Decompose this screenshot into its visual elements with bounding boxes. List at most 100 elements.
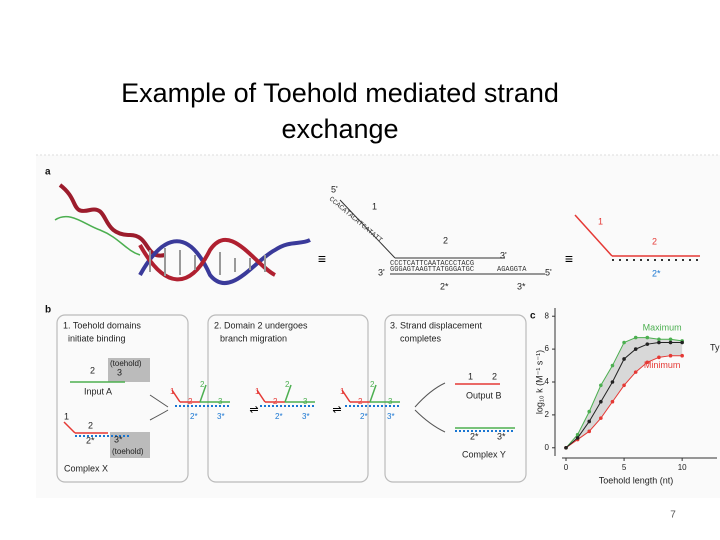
data-point <box>575 436 580 440</box>
data-point <box>633 370 638 374</box>
toehold-highlight <box>108 358 150 382</box>
data-point <box>599 416 603 420</box>
panel-letter: b <box>45 305 51 316</box>
data-point <box>633 335 638 340</box>
x-tick-label: 10 <box>678 463 687 472</box>
data-point <box>610 363 615 368</box>
data-point <box>622 383 626 388</box>
domain-label: 2 <box>88 420 93 430</box>
step-title: 1. Toehold domains <box>63 320 141 330</box>
sequence: AGAGGTA <box>497 266 527 274</box>
data-point <box>680 353 684 358</box>
domain-label: 3* <box>387 412 395 421</box>
chart: 0 2 4 6 8 0 5 10 Maximum Minimum <box>545 308 717 472</box>
strand-end: 5' <box>331 184 338 194</box>
data-point <box>622 340 626 345</box>
domain-label: 1 <box>372 201 377 211</box>
equivalence: ≡ <box>565 251 573 267</box>
domain-label: 2 <box>285 380 290 389</box>
sequence: GGGAGTAAGTTATGGGATGC <box>390 266 474 274</box>
domain-label: 2* <box>470 431 479 441</box>
y-tick-label: 0 <box>545 443 550 452</box>
domain-label: 1 <box>255 387 260 396</box>
toehold-label: (toehold) <box>112 447 144 456</box>
step-box <box>384 314 527 483</box>
domain-label: 2 <box>492 371 497 381</box>
species-label: Complex Y <box>462 449 506 459</box>
y-tick-label: 2 <box>545 410 550 419</box>
range-band <box>566 337 683 448</box>
x-axis-label: Toehold length (nt) <box>599 475 674 485</box>
equilibrium: ⇌ <box>332 404 341 416</box>
domain-label: 1 <box>468 371 473 381</box>
page-number: 7 <box>670 510 676 521</box>
domain-label: 2 <box>200 380 205 389</box>
domain-label: 2 <box>652 236 657 246</box>
series-label: Minimum <box>644 360 681 370</box>
strand <box>369 384 377 403</box>
data-point <box>668 340 673 345</box>
strand-end: 3' <box>500 250 507 260</box>
data-point <box>645 342 650 346</box>
panel-letter: a <box>45 167 51 178</box>
data-point <box>657 340 661 345</box>
domain-label: 2* <box>190 412 198 421</box>
title-line: exchange <box>281 114 398 144</box>
data-point <box>657 337 661 342</box>
strand <box>199 384 207 403</box>
step-box <box>207 314 369 483</box>
strand <box>171 389 181 403</box>
data-point <box>564 445 568 450</box>
y-tick-label: 6 <box>545 344 550 353</box>
title-line: Example of Toehold mediated strand <box>121 78 559 108</box>
domain-label: 2* <box>652 268 661 278</box>
species-label: Complex X <box>64 463 108 473</box>
data-point <box>645 335 650 340</box>
domain-label: 2* <box>440 281 449 291</box>
step-title: branch migration <box>220 333 287 343</box>
domain-label: 1 <box>340 387 345 396</box>
data-point <box>587 409 592 414</box>
domain-label: 1 <box>598 216 603 226</box>
data-point <box>599 399 603 404</box>
domain-label: 1 <box>64 411 69 421</box>
y-tick-label: 4 <box>545 377 550 386</box>
species-label: Input A <box>84 386 112 396</box>
domain-label: 2 <box>370 380 375 389</box>
data-point <box>668 353 673 358</box>
strand <box>284 384 292 403</box>
strand-end: 3' <box>378 267 385 277</box>
step-title: 3. Strand displacement <box>390 320 483 330</box>
domain-label: 3 <box>388 397 393 406</box>
equilibrium: ⇌ <box>249 404 258 416</box>
data-point <box>680 340 684 345</box>
data-point <box>587 429 592 434</box>
domain-label: 3 <box>117 367 122 377</box>
x-tick-label: 0 <box>564 463 569 472</box>
domain-label: 2 <box>443 235 448 245</box>
helix-illustration <box>54 183 311 285</box>
data-point <box>610 399 615 404</box>
x-tick-label: 5 <box>622 463 627 472</box>
data-point <box>645 360 650 365</box>
strand <box>256 389 266 403</box>
data-point <box>610 380 615 384</box>
domain-label: 2* <box>275 412 283 421</box>
domain-label: 2* <box>86 435 95 445</box>
y-axis-label: log₁₀ k (M⁻¹ s⁻¹) <box>534 350 544 414</box>
domain-label: 2 <box>90 365 95 375</box>
step-title: initiate binding <box>68 333 126 343</box>
data-point <box>599 383 603 388</box>
domain-label: 3 <box>303 397 308 406</box>
domain-label: 3* <box>497 431 506 441</box>
domain-label: 2 <box>188 397 193 406</box>
annotation: Ty <box>710 342 720 352</box>
domain-label: 3 <box>218 397 223 406</box>
domain-label: 3* <box>114 434 123 444</box>
species-label: Output B <box>466 390 502 400</box>
y-tick-label: 8 <box>545 311 550 320</box>
equivalence: ≡ <box>318 251 326 267</box>
